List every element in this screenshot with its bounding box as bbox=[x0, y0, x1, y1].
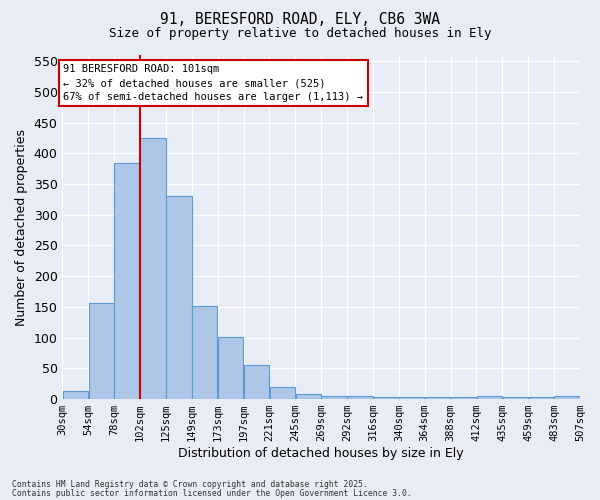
Bar bbox=[347, 396, 373, 399]
Bar bbox=[140, 138, 166, 399]
X-axis label: Distribution of detached houses by size in Ely: Distribution of detached houses by size … bbox=[178, 447, 464, 460]
Bar bbox=[62, 391, 88, 399]
Bar bbox=[373, 397, 398, 399]
Y-axis label: Number of detached properties: Number of detached properties bbox=[15, 128, 28, 326]
Text: Contains public sector information licensed under the Open Government Licence 3.: Contains public sector information licen… bbox=[12, 488, 412, 498]
Bar bbox=[89, 302, 114, 399]
Bar bbox=[166, 196, 191, 399]
Bar bbox=[477, 396, 502, 399]
Bar bbox=[270, 388, 295, 399]
Bar bbox=[503, 397, 528, 399]
Text: Contains HM Land Registry data © Crown copyright and database right 2025.: Contains HM Land Registry data © Crown c… bbox=[12, 480, 368, 489]
Bar bbox=[451, 397, 476, 399]
Bar bbox=[244, 366, 269, 399]
Bar bbox=[218, 337, 244, 399]
Bar bbox=[399, 396, 424, 399]
Bar bbox=[322, 396, 347, 399]
Bar bbox=[192, 306, 217, 399]
Bar bbox=[554, 396, 580, 399]
Text: 91 BERESFORD ROAD: 101sqm
← 32% of detached houses are smaller (525)
67% of semi: 91 BERESFORD ROAD: 101sqm ← 32% of detac… bbox=[64, 64, 364, 102]
Bar bbox=[296, 394, 321, 399]
Bar bbox=[425, 397, 451, 399]
Text: 91, BERESFORD ROAD, ELY, CB6 3WA: 91, BERESFORD ROAD, ELY, CB6 3WA bbox=[160, 12, 440, 28]
Bar bbox=[529, 397, 554, 399]
Text: Size of property relative to detached houses in Ely: Size of property relative to detached ho… bbox=[109, 28, 491, 40]
Bar bbox=[115, 162, 140, 399]
